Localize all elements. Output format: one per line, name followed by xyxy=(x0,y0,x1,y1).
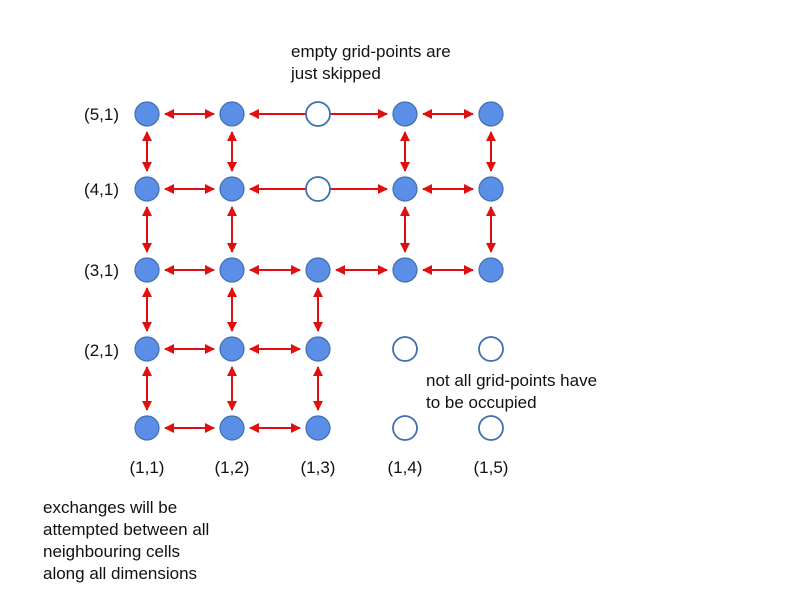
grid-point-empty xyxy=(305,101,331,127)
grid-point-occupied xyxy=(134,257,160,283)
grid-point-occupied xyxy=(392,101,418,127)
grid-point-occupied xyxy=(392,257,418,283)
grid-point-occupied xyxy=(134,101,160,127)
grid-point-occupied xyxy=(219,336,245,362)
row-label-4-1: (4,1) xyxy=(84,180,119,199)
grid-point-empty xyxy=(478,336,504,362)
note-line: not all grid-points have xyxy=(426,371,598,390)
note-empty-skipped: empty grid-points are just skipped xyxy=(291,41,451,85)
row-label-2-1: (2,1) xyxy=(84,341,119,360)
col-label-1-2: (1,2) xyxy=(215,458,250,477)
note-line: exchanges will be xyxy=(43,498,178,517)
grid-point-occupied xyxy=(392,176,418,202)
col-label-1-5: (1,5) xyxy=(474,458,509,477)
axis-labels: (5,1) (4,1) (3,1) (2,1) (1,1) (1,2) (1,3… xyxy=(84,105,508,477)
note-line: attempted between all xyxy=(43,520,210,539)
grid-point-occupied xyxy=(305,415,331,441)
note-not-all-occupied: not all grid-points have to be occupied xyxy=(426,370,597,414)
grid-point-occupied xyxy=(219,257,245,283)
col-label-1-3: (1,3) xyxy=(301,458,336,477)
grid-point-empty xyxy=(478,415,504,441)
row-label-5-1: (5,1) xyxy=(84,105,119,124)
grid-point-occupied xyxy=(478,257,504,283)
row-label-3-1: (3,1) xyxy=(84,261,119,280)
grid-point-occupied xyxy=(478,176,504,202)
grid-point-occupied xyxy=(134,415,160,441)
grid-point-empty xyxy=(392,415,418,441)
grid-point-occupied xyxy=(478,101,504,127)
grid-point-occupied xyxy=(219,101,245,127)
note-line: neighbouring cells xyxy=(43,542,181,561)
grid-point-occupied xyxy=(305,257,331,283)
note-line: empty grid-points are xyxy=(291,42,451,61)
col-label-1-4: (1,4) xyxy=(388,458,423,477)
grid-point-occupied xyxy=(134,336,160,362)
grid-point-empty xyxy=(392,336,418,362)
note-line: to be occupied xyxy=(426,393,537,412)
grid-point-occupied xyxy=(134,176,160,202)
note-line: along all dimensions xyxy=(43,564,198,583)
grid-point-occupied xyxy=(219,415,245,441)
grid-points xyxy=(134,101,504,441)
grid-point-occupied xyxy=(305,336,331,362)
col-label-1-1: (1,1) xyxy=(130,458,165,477)
note-exchanges: exchanges will be attempted between all … xyxy=(43,497,209,585)
note-line: just skipped xyxy=(291,64,381,83)
grid-point-occupied xyxy=(219,176,245,202)
grid-point-empty xyxy=(305,176,331,202)
